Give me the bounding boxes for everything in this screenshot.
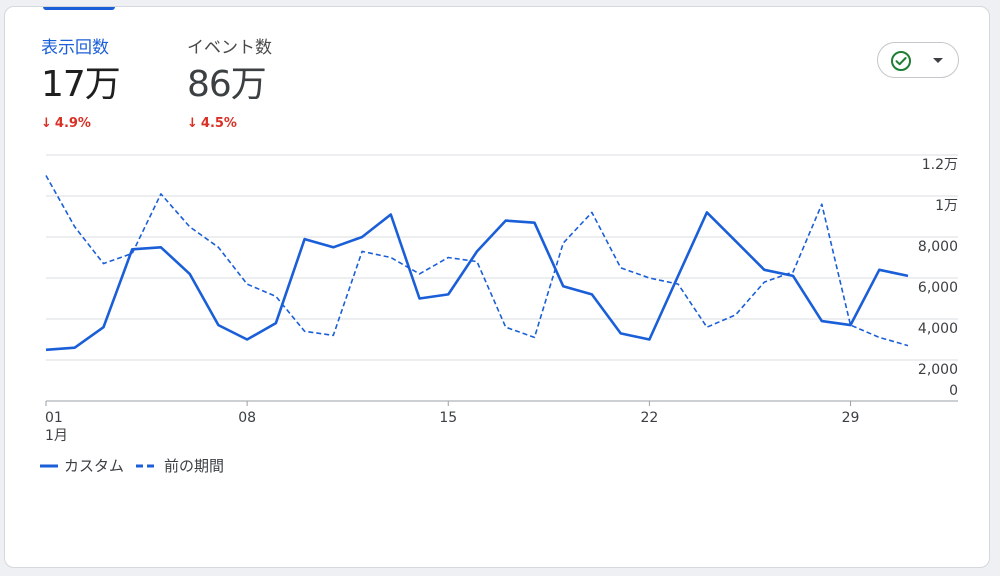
- x-tick-label: 08: [238, 410, 256, 426]
- x-axis: 01 1月 08 15 22 29: [45, 401, 859, 444]
- legend-dashed-swatch: [136, 464, 159, 467]
- arrow-down-icon: ↓: [187, 116, 198, 131]
- x-tick-label: 22: [640, 410, 658, 426]
- selected-metric-indicator: [43, 7, 115, 10]
- y-tick-label: 6,000: [918, 280, 958, 296]
- metric-change-value: 4.5%: [200, 116, 237, 131]
- metric-impressions[interactable]: 表示回数 17万 ↓ 4.9%: [41, 37, 121, 133]
- chart-series: [45, 175, 909, 352]
- arrow-down-icon: ↓: [41, 116, 52, 131]
- metric-change-value: 4.9%: [54, 116, 91, 131]
- chart-legend: カスタム 前の期間: [40, 455, 236, 476]
- x-tick-label: 15: [439, 410, 457, 426]
- legend-label: 前の期間: [164, 457, 225, 475]
- y-tick-label: 2,000: [918, 362, 958, 378]
- y-tick-label: 8,000: [918, 239, 958, 255]
- x-tick-sublabel: 1月: [45, 428, 68, 444]
- y-axis: 0 2,000 4,000 6,000 8,000 1万 1.2万: [918, 157, 958, 399]
- series-line-1: [45, 211, 909, 352]
- metric-events[interactable]: イベント数 86万 ↓ 4.5%: [187, 37, 272, 133]
- legend-solid-swatch: [40, 464, 58, 467]
- x-tick-label: 29: [842, 410, 860, 426]
- metric-change: ↓ 4.5%: [187, 115, 272, 133]
- metric-label: 表示回数: [41, 38, 109, 58]
- chevron-down-icon: [933, 58, 943, 63]
- analytics-card: 表示回数 17万 ↓ 4.9% イベント数 86万 ↓ 4.5%: [4, 6, 990, 568]
- y-tick-label: 1万: [935, 198, 958, 214]
- x-tick-label: 01: [45, 410, 63, 426]
- y-tick-label: 4,000: [918, 321, 958, 337]
- metric-label: イベント数: [187, 38, 272, 58]
- status-dropdown-button[interactable]: [877, 42, 959, 78]
- legend-item-current[interactable]: カスタム: [40, 455, 124, 476]
- chart-grid: [46, 154, 958, 402]
- y-tick-label: 0: [949, 383, 958, 399]
- legend-item-previous[interactable]: 前の期間: [136, 455, 224, 476]
- check-circle-icon: [891, 51, 911, 71]
- metric-change: ↓ 4.9%: [41, 115, 120, 133]
- metric-value: 86万: [187, 64, 267, 105]
- legend-label: カスタム: [64, 457, 125, 475]
- y-tick-label: 1.2万: [922, 157, 958, 173]
- series-line-2: [45, 175, 909, 347]
- metric-value: 17万: [41, 64, 121, 105]
